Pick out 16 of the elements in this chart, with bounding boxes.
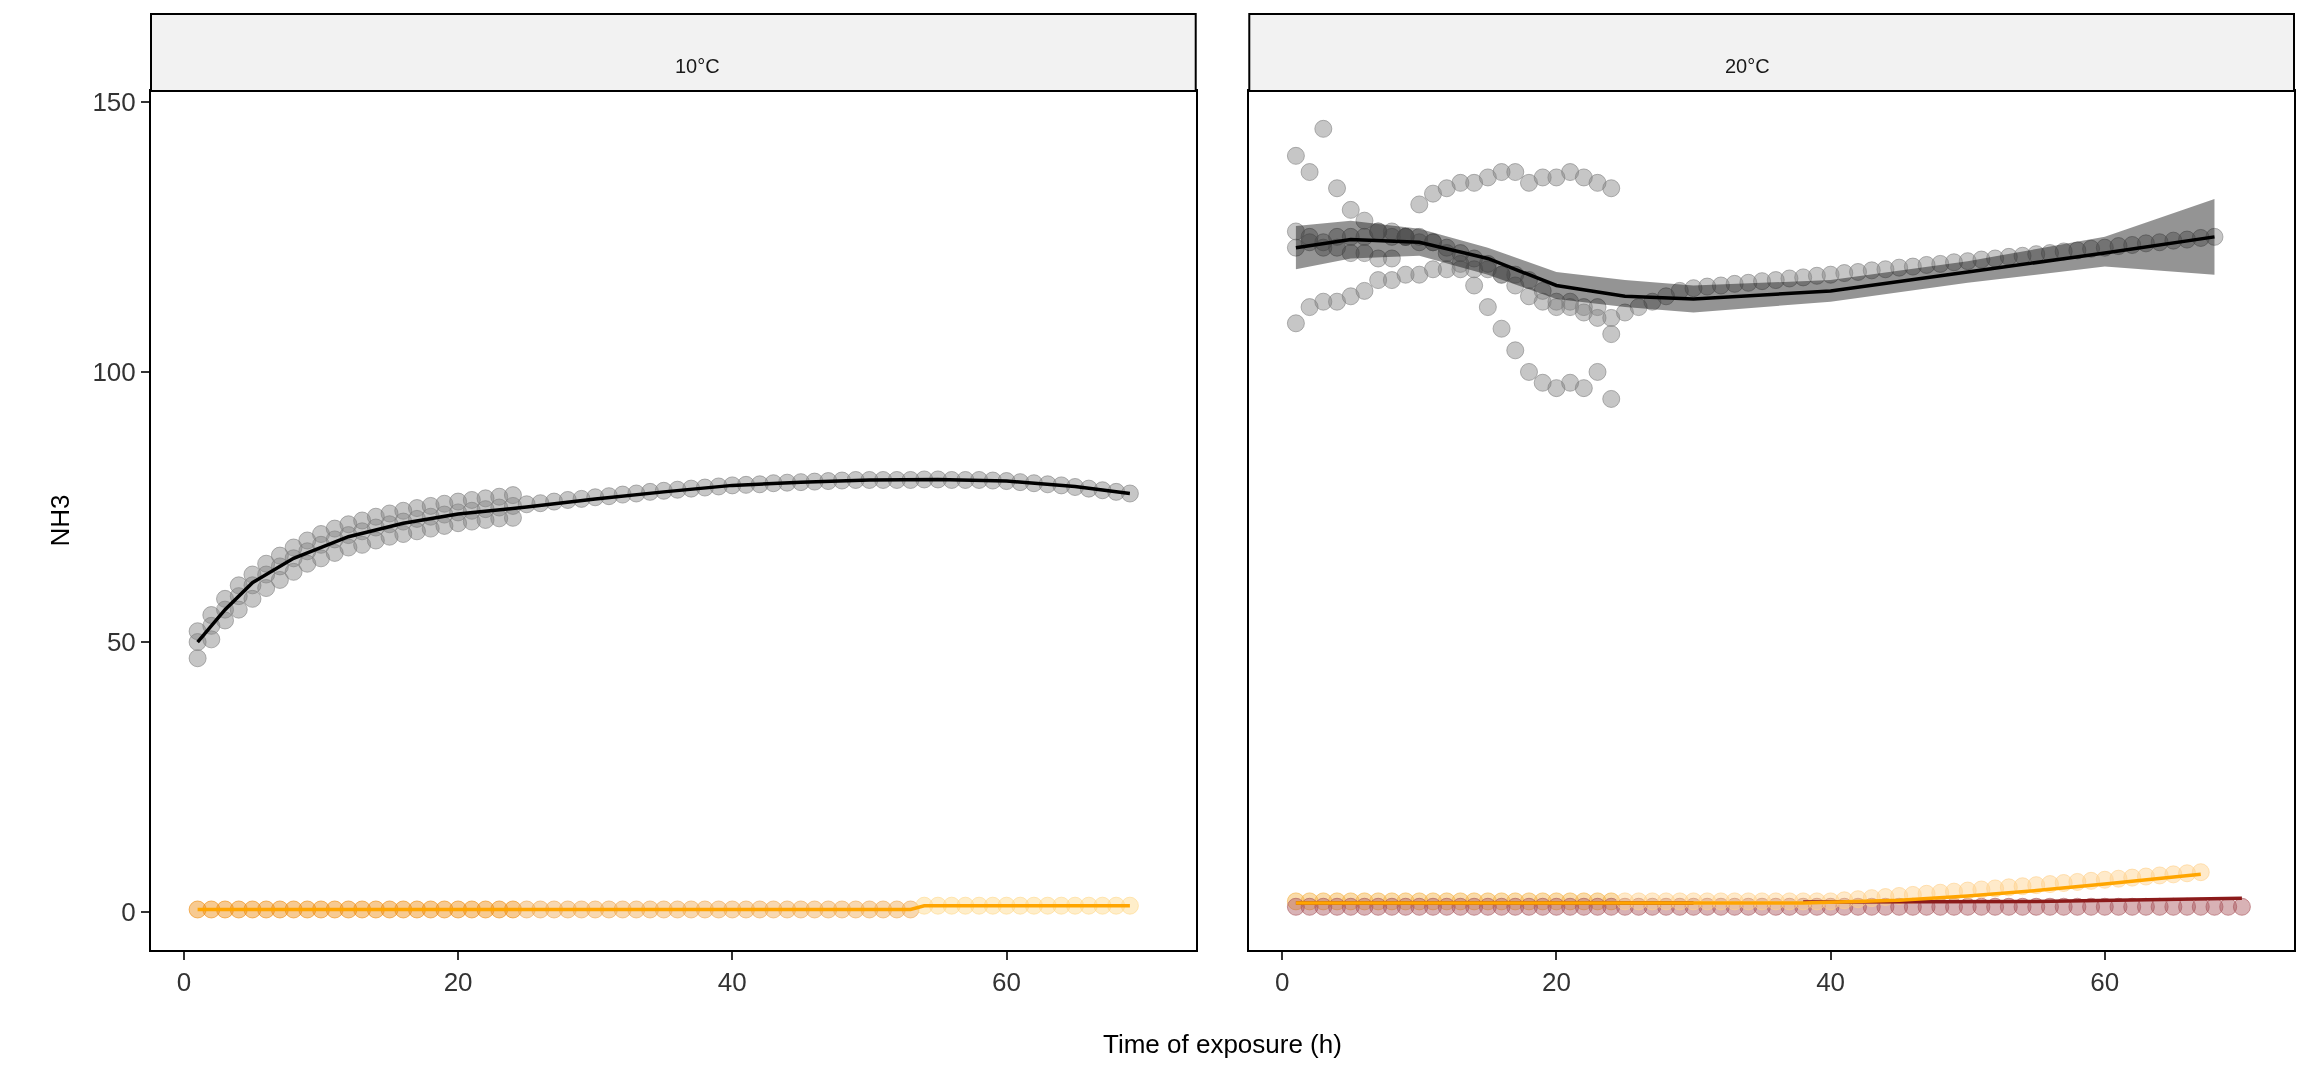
x-axis-title: Time of exposure (h) — [1103, 1029, 1342, 1059]
chart-title: 20°C — [1725, 55, 1770, 77]
x-tick-label: 0 — [176, 967, 192, 998]
y-tick-label: 150 — [92, 86, 136, 117]
chart-title: 10°C — [675, 55, 720, 77]
x-tick-label: 40 — [717, 967, 747, 998]
y-tick-label: 50 — [106, 627, 136, 658]
y-tick-label: 100 — [92, 357, 136, 388]
x-tick-label: 60 — [2090, 967, 2120, 998]
x-tick-label: 20 — [443, 967, 473, 998]
x-tick-label: 20 — [1541, 967, 1571, 998]
y-axis-title: NH3 — [45, 494, 76, 547]
x-tick-label: 60 — [992, 967, 1021, 998]
x-tick-label: 40 — [1816, 967, 1846, 998]
y-tick-label: 0 — [121, 897, 136, 928]
x-tick-label: 0 — [1274, 967, 1290, 998]
